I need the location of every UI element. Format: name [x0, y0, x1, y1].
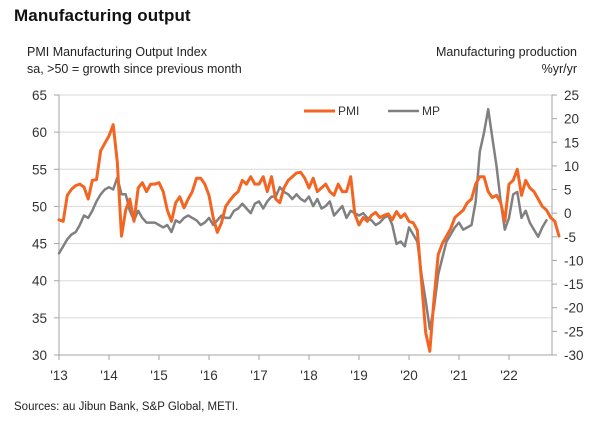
left-tick-label: 65 [32, 88, 47, 103]
right-axis-title: Manufacturing production %yr/yr [436, 44, 577, 78]
chart-title: Manufacturing output [14, 6, 191, 25]
left-tick-label: 30 [32, 348, 47, 363]
x-tick-label: '16 [200, 368, 218, 383]
legend-label-mp: MP [422, 104, 440, 118]
right-tick-label: -5 [564, 230, 576, 245]
legend-label-pmi: PMI [338, 104, 359, 118]
right-axis-title-line2: %yr/yr [541, 62, 577, 76]
left-axis-title: PMI Manufacturing Output Index sa, >50 =… [27, 44, 242, 78]
gridlines [59, 94, 552, 319]
x-tick-label: '18 [300, 368, 318, 383]
x-tick-label: '21 [450, 368, 468, 383]
sources-note: Sources: au Jibun Bank, S&P Global, METI… [14, 401, 239, 413]
series-lines [57, 107, 561, 353]
legend: PMI MP [304, 104, 440, 118]
x-tick-label: '13 [50, 368, 68, 383]
left-tick-label: 50 [32, 199, 47, 214]
left-tick-label: 40 [32, 274, 47, 289]
left-axis-title-line2: sa, >50 = growth since previous month [27, 62, 242, 76]
right-tick-label: 10 [564, 159, 579, 174]
right-tick-label: 20 [564, 112, 579, 127]
x-tick-label: '17 [250, 368, 268, 383]
axes: 30 35 40 45 50 55 60 65 -30 -25 -20 -15 -10 -5 0 5 10 15 2… [32, 88, 584, 383]
x-tick-label: '14 [100, 368, 118, 383]
right-tick-label: 0 [564, 206, 572, 221]
series-line-pmi [57, 123, 561, 353]
right-tick-label: -20 [564, 301, 584, 316]
left-tick-label: 45 [32, 237, 47, 252]
right-axis-title-line1: Manufacturing production [435, 45, 577, 59]
left-tick-label: 55 [32, 162, 47, 177]
left-tick-label: 60 [32, 125, 47, 140]
right-tick-label: -15 [564, 277, 584, 292]
right-tick-label: -30 [564, 348, 584, 363]
left-tick-label: 35 [32, 311, 47, 326]
x-tick-label: '15 [150, 368, 168, 383]
x-tick-label: '22 [500, 368, 518, 383]
right-tick-label: -25 [564, 324, 584, 339]
right-tick-label: -10 [564, 253, 584, 268]
x-tick-label: '19 [350, 368, 368, 383]
x-tick-label: '20 [400, 368, 418, 383]
right-tick-label: 5 [564, 183, 572, 198]
series-line-mp [57, 107, 548, 331]
left-axis-title-line1: PMI Manufacturing Output Index [27, 45, 207, 59]
right-tick-label: 15 [564, 135, 579, 150]
right-tick-label: 25 [564, 88, 579, 103]
